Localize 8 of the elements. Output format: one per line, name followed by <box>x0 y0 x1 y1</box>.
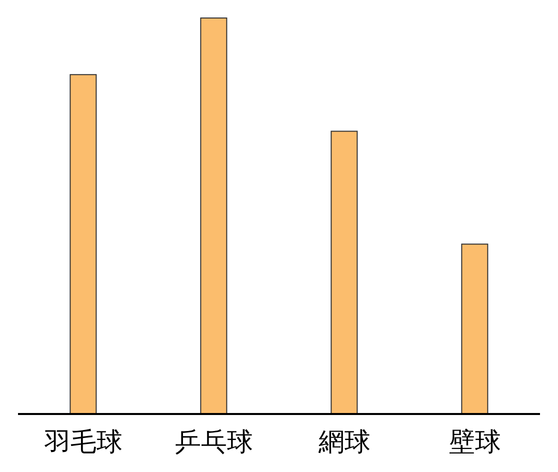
x-tick-label: 壁球 <box>448 427 501 458</box>
x-tick-label: 乒乓球 <box>174 427 253 458</box>
x-tick-label: 羽毛球 <box>43 427 122 458</box>
bar <box>461 244 488 414</box>
x-tick-label: 網球 <box>317 427 370 458</box>
bar <box>200 18 228 414</box>
bar <box>70 74 97 414</box>
bar <box>330 130 358 414</box>
